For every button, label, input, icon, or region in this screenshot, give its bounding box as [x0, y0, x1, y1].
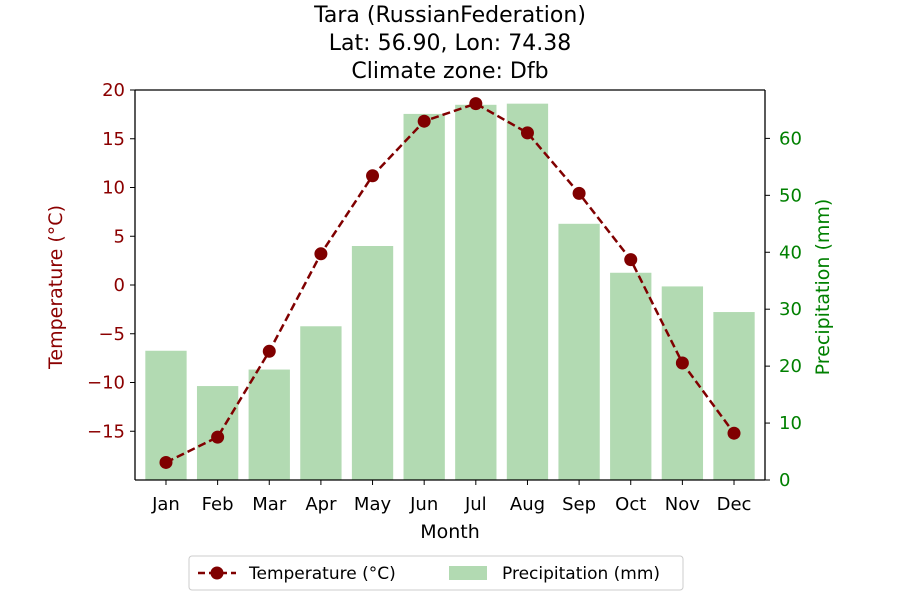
- x-tick-label: May: [354, 494, 392, 515]
- precipitation-bar-sep: [558, 223, 600, 480]
- temperature-point-nov: [675, 356, 689, 370]
- y-left-tick-label: 20: [102, 80, 125, 101]
- y-right-tick-label: 0: [779, 470, 790, 491]
- precipitation-bar-oct: [610, 272, 652, 480]
- temperature-point-aug: [520, 126, 534, 140]
- y-right-tick-label: 40: [779, 242, 802, 263]
- precipitation-bar-aug: [506, 103, 549, 480]
- temperature-line-layer: [159, 97, 741, 469]
- y-right-tick-label: 50: [779, 185, 802, 206]
- precipitation-bar-dec: [713, 312, 755, 480]
- x-tick-label: Sep: [562, 494, 596, 515]
- precipitation-bars: [145, 103, 755, 480]
- legend-frame: [188, 555, 684, 591]
- precipitation-bar-mar: [248, 369, 290, 480]
- y-axis-left-label: Temperature (°C): [45, 205, 67, 370]
- chart-title: Tara (RussianFederation): [313, 3, 586, 28]
- temperature-point-dec: [727, 426, 741, 440]
- temperature-point-jun: [417, 114, 431, 128]
- x-tick-label: Jan: [151, 494, 180, 515]
- x-tick-label: Jul: [464, 494, 487, 515]
- legend: Temperature (°C) Precipitation (mm): [188, 555, 684, 591]
- temperature-point-jan: [159, 455, 173, 469]
- temperature-point-apr: [314, 247, 328, 261]
- temperature-point-sep: [572, 186, 586, 200]
- y-left-tick-label: 0: [114, 275, 125, 296]
- y-left-tick-label: −10: [87, 373, 125, 394]
- precipitation-bar-jul: [455, 104, 497, 480]
- y-right-tick-label: 10: [779, 413, 802, 434]
- legend-precipitation-label: Precipitation (mm): [502, 564, 660, 584]
- x-tick-label: Dec: [717, 494, 752, 515]
- precipitation-bar-may: [351, 246, 394, 480]
- y-right-tick-label: 30: [779, 299, 802, 320]
- x-tick-label: Mar: [252, 494, 287, 515]
- y-left-tick-label: 10: [102, 178, 125, 199]
- x-axis-label: Month: [420, 521, 480, 543]
- temperature-point-feb: [211, 430, 225, 444]
- legend-precipitation-swatch: [449, 566, 487, 580]
- y-left-tick-label: 15: [102, 129, 125, 150]
- temperature-point-oct: [624, 253, 638, 267]
- y-right-tick-label: 20: [779, 356, 802, 377]
- chart-subtitle-line-1: Lat: 56.90, Lon: 74.38: [329, 31, 571, 56]
- axes: Jan Feb Mar Apr May Jun Jul Aug Sep Oct Nov Dec 20 15…: [87, 80, 802, 515]
- precipitation-bar-jun: [403, 113, 445, 480]
- temperature-point-may: [366, 169, 380, 183]
- x-tick-label: Oct: [615, 494, 646, 515]
- chart-labels: Tara (RussianFederation) Lat: 56.90, Lon…: [45, 3, 834, 543]
- x-tick-label: Jun: [409, 494, 438, 515]
- y-left-tick-label: −15: [87, 421, 125, 442]
- legend-temperature-label: Temperature (°C): [248, 564, 396, 584]
- temperature-line: [165, 102, 736, 464]
- y-left-tick-label: −5: [98, 324, 125, 345]
- y-right-tick-label: 60: [779, 128, 802, 149]
- precipitation-bar-apr: [300, 326, 342, 480]
- y-left-tick-label: 5: [114, 226, 125, 247]
- legend-temperature-marker: [210, 566, 224, 580]
- x-tick-label: Apr: [305, 494, 337, 515]
- temperature-point-jul: [469, 97, 483, 111]
- x-tick-label: Aug: [510, 494, 545, 515]
- x-tick-label: Nov: [665, 494, 700, 515]
- y-axis-right-label: Precipitation (mm): [812, 199, 834, 376]
- chart-subtitle-line-2: Climate zone: Dfb: [351, 59, 548, 84]
- temperature-point-mar: [262, 344, 276, 358]
- x-tick-label: Feb: [202, 494, 234, 515]
